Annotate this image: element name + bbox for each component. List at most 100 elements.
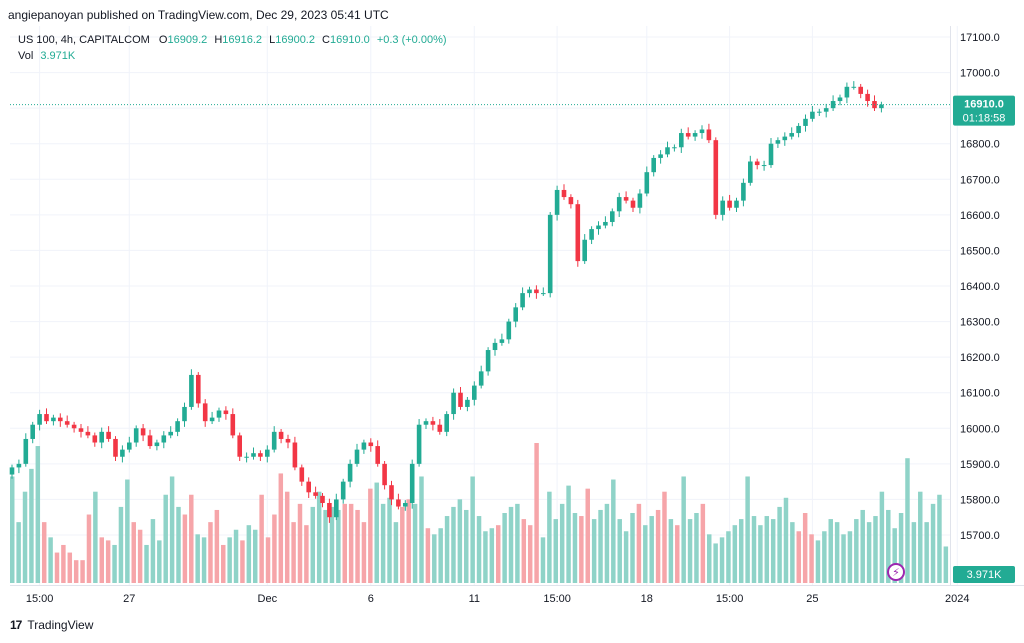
volume-bar: [368, 488, 373, 583]
volume-bar: [579, 516, 584, 583]
candle-body: [147, 435, 153, 447]
candle-body: [651, 157, 656, 173]
volume-bar: [348, 503, 354, 583]
volume-bar: [105, 540, 111, 583]
volume-bar: [144, 544, 149, 583]
volume-bar: [566, 485, 571, 583]
countdown-timer: 01:18:58: [963, 113, 1006, 125]
candle-body: [596, 225, 601, 230]
candle-body: [616, 197, 622, 212]
x-tick-label: Dec: [258, 593, 278, 605]
volume-bar: [675, 525, 680, 583]
volume-bar: [41, 522, 47, 583]
volume-legend: Vol 3.971K: [18, 50, 75, 62]
volume-value: 3.971K: [40, 50, 76, 62]
time-axis[interactable]: 15:00 27 Dec 6 11 15:00 18 15:00 25 2024: [26, 593, 970, 605]
candle-body: [527, 289, 532, 294]
volume-bar: [534, 443, 539, 583]
candle-body: [430, 421, 436, 425]
candle-body: [734, 200, 739, 208]
candle-body: [244, 456, 249, 458]
volume-bar: [227, 537, 232, 583]
volume-bar: [329, 506, 335, 583]
volume-bar: [464, 509, 469, 583]
candle-body: [561, 189, 567, 198]
volume-bar: [182, 514, 188, 583]
volume-bar: [355, 509, 360, 583]
y-tick-label: 16800.0: [960, 139, 1000, 151]
volume-bar: [406, 499, 411, 583]
candle-body: [106, 431, 111, 439]
candle-body: [472, 385, 477, 400]
candle-body: [85, 431, 91, 436]
candle-body: [658, 154, 663, 158]
volume-bar: [380, 503, 386, 583]
y-tick-label: 16500.0: [960, 245, 1000, 257]
x-tick-label: 15:00: [716, 593, 744, 605]
last-volume-value: 3.971K: [967, 569, 1003, 581]
volume-bar: [137, 529, 143, 583]
y-tick-label: 17100.0: [960, 32, 1000, 44]
volume-bar: [777, 506, 782, 583]
candle-body: [64, 421, 70, 425]
candle-body: [879, 104, 884, 109]
candle-body: [16, 463, 22, 468]
candle-body: [113, 438, 118, 457]
x-tick-label: 15:00: [543, 593, 571, 605]
y-tick-label: 16200.0: [960, 352, 1000, 364]
volume-bar: [214, 509, 220, 583]
volume-bar: [451, 506, 456, 583]
last-volume-label: 3.971K: [953, 566, 1015, 583]
candle-body: [520, 293, 525, 308]
volume-bar: [80, 560, 85, 583]
candle-body: [265, 449, 270, 457]
x-tick-label: 27: [123, 593, 135, 605]
volume-bar: [828, 519, 833, 583]
symbol-name[interactable]: US 100, 4h, CAPITALCOM: [18, 34, 150, 46]
candle-body: [499, 339, 505, 343]
candle-body: [644, 172, 650, 194]
volume-bar: [476, 516, 482, 583]
candle-body: [9, 467, 15, 475]
candle-body: [437, 424, 443, 432]
lightning-icon[interactable]: ⚡: [887, 563, 905, 581]
candle-body: [672, 147, 677, 149]
volume-bar: [35, 446, 41, 583]
volume-bar: [879, 491, 885, 583]
candle-body: [699, 129, 705, 134]
volume-bar: [291, 522, 296, 583]
volume-bar: [809, 534, 814, 583]
volume-bar: [591, 519, 597, 583]
volume-bar: [604, 503, 610, 583]
chart-grid: [10, 26, 958, 585]
candle-body: [713, 140, 719, 215]
volume-bar: [99, 537, 104, 583]
volume-bar: [770, 519, 776, 583]
volume-bar: [886, 509, 891, 583]
volume-bar: [764, 516, 770, 583]
candle-body: [830, 101, 836, 109]
candle-body: [189, 374, 194, 407]
volume-bar: [790, 522, 795, 583]
volume-bar: [515, 503, 520, 583]
candle-body: [451, 392, 456, 415]
volume-bar: [873, 516, 878, 583]
volume-bar: [655, 509, 661, 583]
volume-bar: [918, 491, 923, 583]
high-value: 16916.2: [222, 34, 263, 46]
volume-bar: [617, 519, 622, 583]
volume-bar: [700, 503, 706, 583]
candle-body: [775, 140, 781, 144]
volume-bar: [189, 494, 194, 583]
candle-body: [823, 108, 829, 112]
volume-bar: [272, 514, 277, 583]
volume-bar: [118, 506, 124, 583]
candle-body: [292, 442, 298, 468]
candle-body: [810, 111, 815, 119]
volume-bar: [547, 491, 552, 583]
y-tick-label: 16600.0: [960, 210, 1000, 222]
volume-bar: [10, 476, 15, 583]
candle-body: [748, 161, 753, 183]
volume-bars: [10, 443, 949, 583]
